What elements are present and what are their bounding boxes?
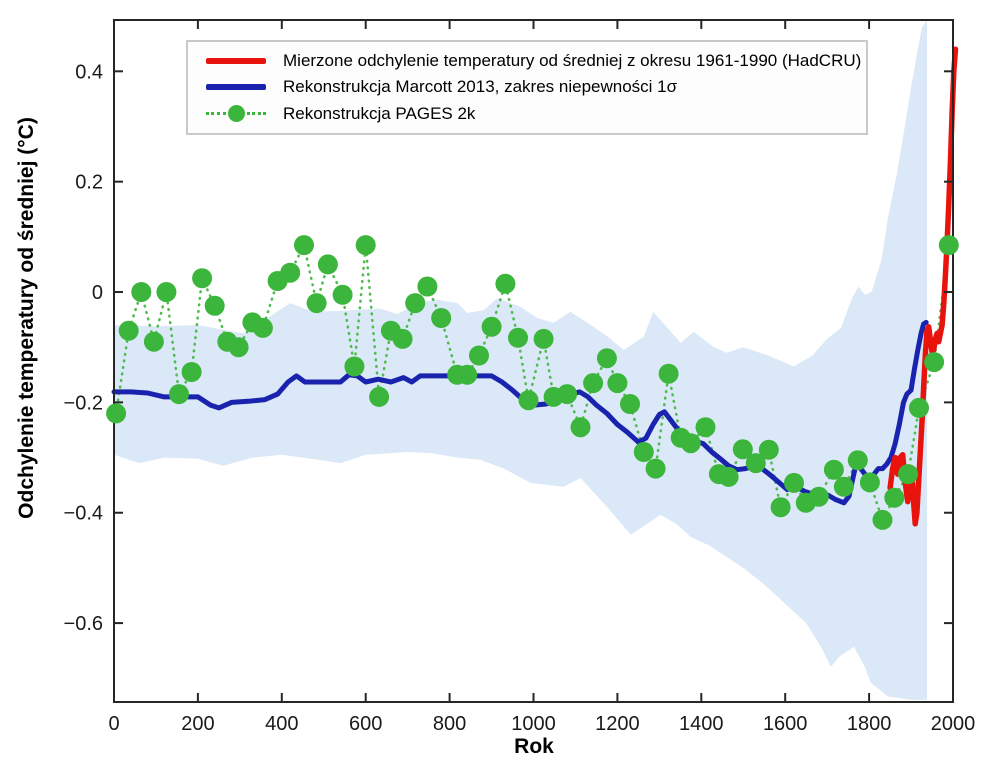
pages2k-point bbox=[898, 464, 919, 485]
legend-item-pages2k: Rekonstrukcja PAGES 2k bbox=[206, 104, 866, 124]
pages2k-point bbox=[252, 317, 273, 338]
marcott-uncertainty-band bbox=[114, 20, 927, 701]
y-tick-label: −0.2 bbox=[64, 392, 103, 414]
pages2k-point bbox=[228, 337, 249, 358]
pages2k-point bbox=[938, 235, 959, 256]
legend-label-marcott: Rekonstrukcja Marcott 2013, zakres niepe… bbox=[283, 77, 678, 97]
x-tick-label: 1400 bbox=[679, 713, 724, 735]
pages2k-point bbox=[847, 450, 868, 471]
pages2k-point bbox=[770, 497, 791, 518]
pages2k-point bbox=[280, 262, 301, 283]
green-dotted-marker-swatch bbox=[206, 105, 266, 123]
pages2k-point bbox=[169, 384, 189, 405]
x-tick-label: 1000 bbox=[511, 713, 556, 735]
y-tick-label: −0.6 bbox=[64, 613, 103, 635]
pages2k-point bbox=[732, 439, 753, 460]
x-tick-label: 2000 bbox=[931, 713, 976, 735]
x-tick-label: 1200 bbox=[595, 713, 640, 735]
pages2k-point bbox=[533, 328, 554, 349]
x-tick-label: 0 bbox=[108, 713, 119, 735]
pages2k-point bbox=[204, 295, 225, 316]
pages2k-point bbox=[596, 348, 617, 369]
pages2k-point bbox=[481, 316, 502, 337]
pages2k-point bbox=[131, 282, 152, 302]
pages2k-point bbox=[392, 328, 413, 349]
x-tick-label: 600 bbox=[349, 713, 382, 735]
pages2k-point bbox=[118, 320, 139, 341]
pages2k-point bbox=[181, 362, 202, 382]
pages2k-point bbox=[680, 433, 701, 454]
pages2k-point bbox=[344, 356, 365, 377]
pages2k-point bbox=[784, 472, 804, 493]
pages2k-point bbox=[583, 373, 604, 394]
pages2k-point bbox=[633, 442, 654, 462]
pages2k-point bbox=[332, 284, 353, 305]
pages2k-point bbox=[405, 293, 426, 314]
legend: Mierzone odchylenie temperatury od średn… bbox=[186, 40, 868, 135]
pages2k-point bbox=[823, 459, 844, 480]
y-tick-label: −0.4 bbox=[64, 503, 103, 525]
red-line-swatch bbox=[206, 58, 266, 65]
pages2k-point bbox=[192, 268, 213, 289]
pages2k-point bbox=[607, 373, 628, 394]
pages2k-point bbox=[508, 327, 528, 348]
legend-label-pages2k: Rekonstrukcja PAGES 2k bbox=[283, 103, 476, 123]
pages2k-point bbox=[495, 273, 516, 294]
pages2k-point bbox=[518, 390, 539, 411]
blue-line-swatch bbox=[206, 84, 266, 91]
x-tick-label: 400 bbox=[265, 713, 298, 735]
pages2k-point bbox=[924, 352, 945, 373]
pages2k-point bbox=[658, 363, 679, 384]
pages2k-point bbox=[294, 235, 314, 256]
x-axis-label: Rok bbox=[514, 735, 554, 758]
x-tick-label: 1800 bbox=[847, 713, 892, 735]
pages2k-point bbox=[369, 386, 390, 407]
y-tick-label: 0.4 bbox=[75, 61, 103, 83]
pages2k-point bbox=[872, 509, 893, 530]
pages2k-point bbox=[718, 466, 739, 487]
pages2k-point bbox=[570, 417, 591, 438]
pages2k-point bbox=[909, 397, 929, 418]
pages2k-point bbox=[156, 282, 177, 302]
pages2k-point bbox=[695, 417, 716, 438]
legend-item-hadcru: Mierzone odchylenie temperatury od średn… bbox=[206, 51, 866, 71]
pages2k-point bbox=[106, 403, 127, 424]
pages2k-point bbox=[306, 293, 327, 314]
x-tick-label: 1600 bbox=[763, 713, 808, 735]
pages2k-point bbox=[317, 254, 338, 275]
pages2k-point bbox=[758, 439, 779, 460]
x-tick-label: 800 bbox=[433, 713, 466, 735]
pages2k-point bbox=[645, 458, 666, 479]
pages2k-point bbox=[417, 276, 438, 297]
pages2k-point bbox=[431, 308, 452, 328]
pages2k-point bbox=[469, 345, 489, 366]
y-tick-label: 0 bbox=[92, 282, 103, 304]
pages2k-point bbox=[833, 476, 854, 497]
pages2k-point bbox=[859, 472, 880, 493]
pages2k-point bbox=[745, 453, 766, 474]
y-tick-label: 0.2 bbox=[75, 172, 103, 194]
legend-label-hadcru: Mierzone odchylenie temperatury od średn… bbox=[283, 51, 862, 71]
pages2k-point bbox=[143, 331, 164, 352]
pages2k-point bbox=[557, 384, 578, 405]
pages2k-point bbox=[884, 487, 905, 508]
x-tick-label: 200 bbox=[181, 713, 214, 735]
legend-item-marcott: Rekonstrukcja Marcott 2013, zakres niepe… bbox=[206, 77, 866, 97]
pages2k-point bbox=[457, 364, 478, 385]
pages2k-point bbox=[808, 486, 829, 507]
pages2k-point bbox=[620, 394, 640, 414]
pages2k-point bbox=[355, 235, 376, 256]
y-axis-label: Odchylenie temperatury od średniej (°C) bbox=[15, 117, 38, 519]
